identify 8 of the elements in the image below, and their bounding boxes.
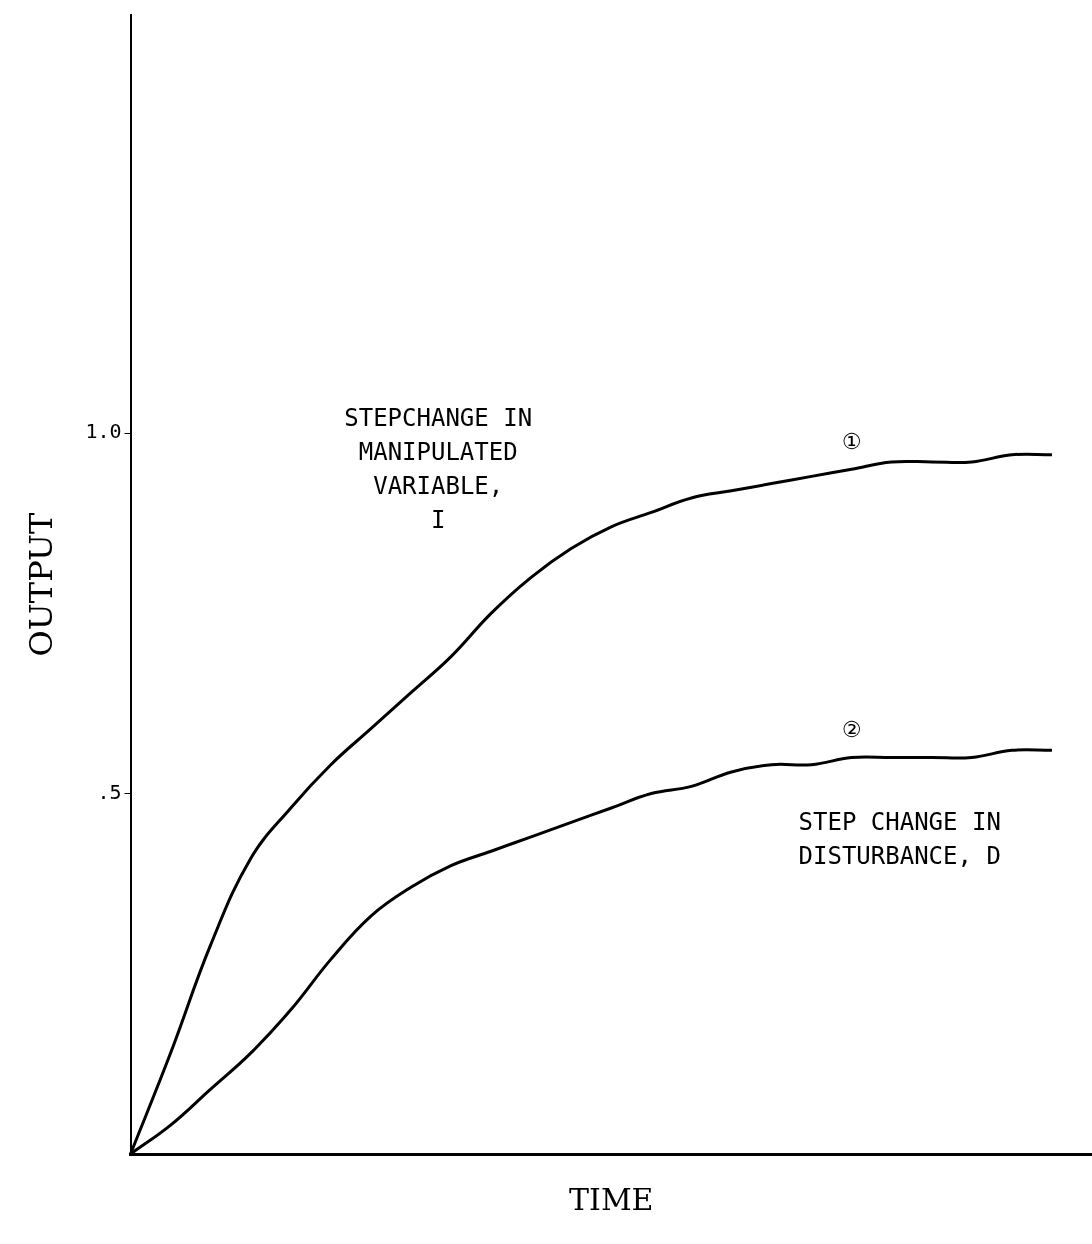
y-axis-title: OUTPUT [21,511,60,657]
x-axis-title: TIME [569,1181,654,1217]
series-label: ① [841,428,862,454]
annotation: STEPCHANGE IN MANIPULATED VARIABLE, I [344,403,533,534]
y-tick-label: 1.0 [85,419,122,444]
annotation: STEP CHANGE IN DISTURBANCE, D [798,807,1001,870]
series-label: ② [841,717,862,743]
y-tick-label: .5 [97,779,122,804]
